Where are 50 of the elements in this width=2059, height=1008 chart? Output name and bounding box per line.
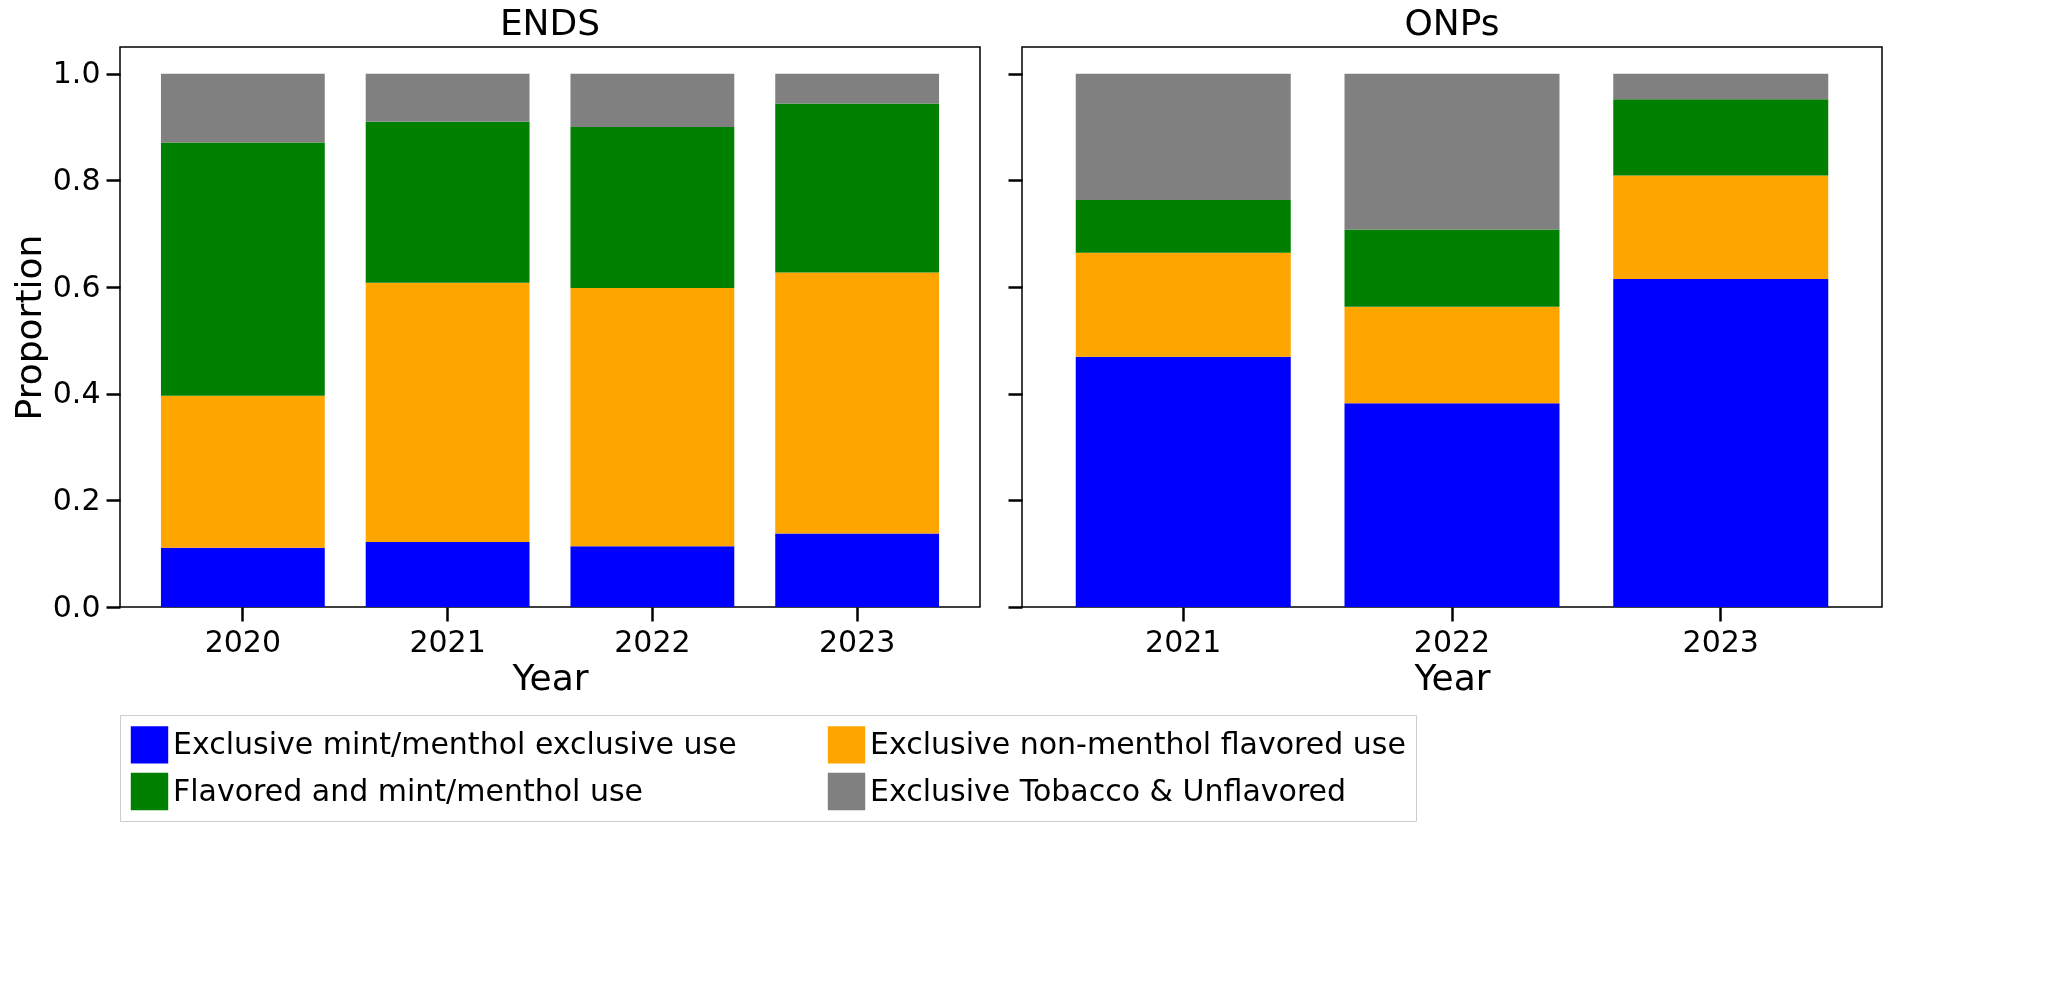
bar bbox=[1613, 99, 1829, 176]
chart-title: ONPs bbox=[1404, 2, 1500, 43]
y-axis-title: Proportion bbox=[7, 234, 49, 421]
bar bbox=[365, 282, 530, 542]
y-tick-label: 0.0 bbox=[52, 588, 101, 624]
bar bbox=[1075, 73, 1291, 201]
bar bbox=[1344, 73, 1560, 230]
bar bbox=[1344, 229, 1560, 307]
legend-label: Flavored and mint/menthol use bbox=[173, 772, 644, 808]
x-tick-label: 2022 bbox=[614, 623, 691, 659]
bar bbox=[160, 547, 325, 607]
bar bbox=[570, 288, 735, 547]
bar bbox=[1613, 73, 1829, 100]
bar bbox=[365, 541, 530, 607]
x-tick-label: 2020 bbox=[204, 623, 282, 659]
bar bbox=[160, 395, 325, 548]
bar bbox=[1075, 200, 1291, 253]
bar bbox=[775, 103, 940, 273]
bar bbox=[1344, 306, 1560, 404]
legend-label: Exclusive Tobacco & Unflavored bbox=[870, 772, 1347, 808]
bar bbox=[1613, 279, 1829, 607]
y-tick-label: 0.2 bbox=[52, 481, 101, 517]
legend-label: Exclusive non-menthol flavored use bbox=[870, 725, 1406, 761]
legend-label: Exclusive mint/menthol exclusive use bbox=[173, 725, 737, 761]
bar bbox=[775, 73, 940, 104]
bar bbox=[1075, 252, 1291, 357]
chart-title: ENDS bbox=[499, 2, 601, 43]
bar bbox=[160, 73, 325, 143]
bar bbox=[570, 73, 735, 127]
x-tick-label: 2022 bbox=[1413, 623, 1491, 659]
x-tick-label: 2023 bbox=[818, 623, 896, 659]
x-tick-label: 2023 bbox=[1682, 623, 1759, 659]
x-axis-title: Year bbox=[1413, 656, 1491, 698]
bar bbox=[775, 272, 940, 534]
bar bbox=[570, 546, 735, 607]
y-tick-label: 0.8 bbox=[52, 161, 101, 197]
bar bbox=[1075, 356, 1291, 607]
x-axis-title: Year bbox=[511, 656, 589, 698]
bar bbox=[365, 121, 530, 283]
y-tick-label: 1.0 bbox=[52, 55, 101, 91]
bar bbox=[1613, 175, 1829, 279]
x-tick-label: 2021 bbox=[409, 623, 486, 659]
y-tick-label: 0.4 bbox=[52, 375, 101, 411]
bar bbox=[160, 142, 325, 396]
bar bbox=[775, 533, 940, 607]
x-tick-label: 2021 bbox=[1145, 623, 1222, 659]
bar bbox=[365, 73, 530, 122]
bar bbox=[1344, 403, 1560, 607]
bar bbox=[570, 127, 735, 289]
y-tick-label: 0.6 bbox=[52, 268, 101, 304]
